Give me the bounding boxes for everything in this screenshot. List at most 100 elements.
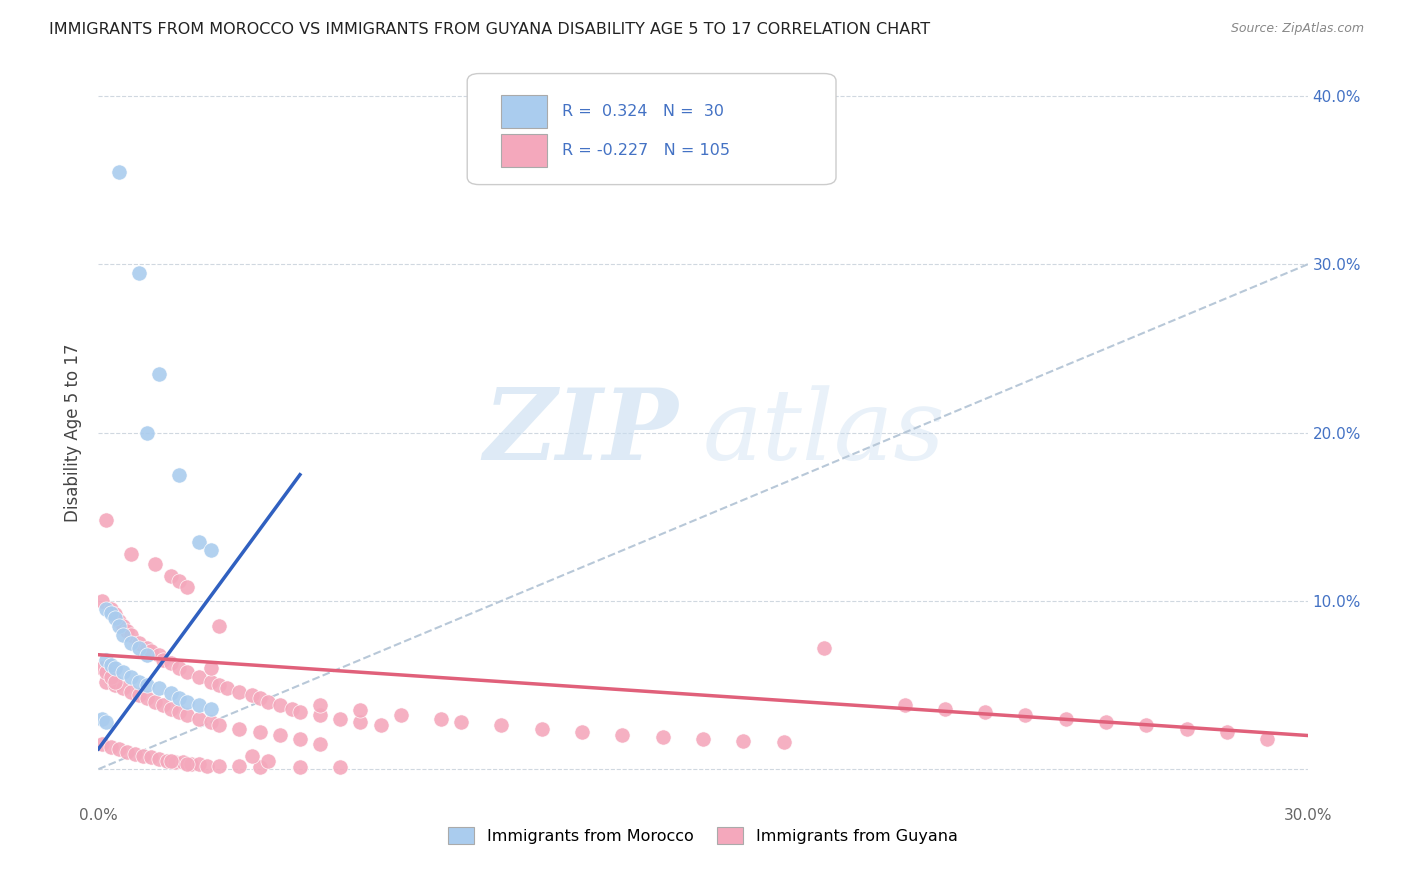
Point [288,705,311,719]
Point [200,661,222,675]
Point [115,745,138,759]
Point [91,594,114,608]
Point [1175,722,1198,736]
Point [128,674,150,689]
Point [1256,731,1278,746]
Point [389,708,412,723]
Point [135,678,157,692]
Point [107,165,129,179]
Point [349,714,371,729]
Point [893,698,915,713]
Point [132,748,155,763]
Point [167,691,190,706]
Bar [501,95,547,128]
Point [100,740,122,755]
Point [269,698,291,713]
Point [176,695,198,709]
Point [228,758,250,772]
Point [249,691,271,706]
Text: IMMIGRANTS FROM MOROCCO VS IMMIGRANTS FROM GUYANA DISABILITY AGE 5 TO 17 CORRELA: IMMIGRANTS FROM MOROCCO VS IMMIGRANTS FR… [49,22,931,37]
Point [450,714,472,729]
Point [148,752,170,766]
FancyBboxPatch shape [467,73,837,185]
Point [692,731,714,746]
Point [103,610,125,624]
Legend: Immigrants from Morocco, Immigrants from Guyana: Immigrants from Morocco, Immigrants from… [441,821,965,850]
Text: atlas: atlas [703,385,946,480]
Point [288,731,311,746]
Point [128,636,150,650]
Point [309,708,332,723]
Point [813,640,835,655]
Point [256,754,278,768]
Point [228,722,250,736]
Point [111,619,134,633]
Point [200,714,222,729]
Point [208,619,231,633]
Point [188,698,211,713]
Point [96,602,118,616]
Point [128,640,150,655]
Point [111,627,134,641]
Point [160,656,183,670]
Point [200,701,222,715]
Point [111,681,134,696]
Point [934,701,956,715]
Point [91,661,114,675]
Text: Source: ZipAtlas.com: Source: ZipAtlas.com [1230,22,1364,36]
Point [329,712,352,726]
Point [115,624,138,639]
Point [100,602,122,616]
Point [176,708,198,723]
Point [91,737,114,751]
Point [103,678,125,692]
Point [120,636,142,650]
Point [491,718,513,732]
Point [249,725,271,739]
Point [240,748,263,763]
Point [176,757,198,772]
Point [91,712,114,726]
Point [180,757,202,772]
Point [128,266,150,280]
Point [172,756,194,770]
Point [217,681,239,696]
Point [160,686,183,700]
Point [120,547,142,561]
Point [167,467,190,482]
Point [309,737,332,751]
Text: ZIP: ZIP [484,384,679,481]
Point [111,665,134,679]
Point [1135,718,1157,732]
Point [103,661,125,675]
Point [176,581,198,595]
Point [107,614,129,628]
Point [1014,708,1036,723]
Point [163,756,186,770]
Text: R = -0.227   N = 105: R = -0.227 N = 105 [561,143,730,158]
Point [128,688,150,702]
Point [135,648,157,662]
Point [349,703,371,717]
Point [107,742,129,756]
Point [107,619,129,633]
Point [974,705,997,719]
Point [329,760,352,774]
Point [249,760,271,774]
Point [288,760,311,774]
Point [188,535,211,549]
Text: R =  0.324   N =  30: R = 0.324 N = 30 [561,104,724,120]
Point [148,648,170,662]
Point [100,657,122,672]
Point [103,607,125,622]
Point [143,557,166,571]
Point [96,714,118,729]
Point [152,698,174,713]
Point [135,691,157,706]
Point [160,701,183,715]
Point [208,678,231,692]
Point [208,718,231,732]
Point [103,674,125,689]
Point [370,718,392,732]
Point [1095,714,1118,729]
